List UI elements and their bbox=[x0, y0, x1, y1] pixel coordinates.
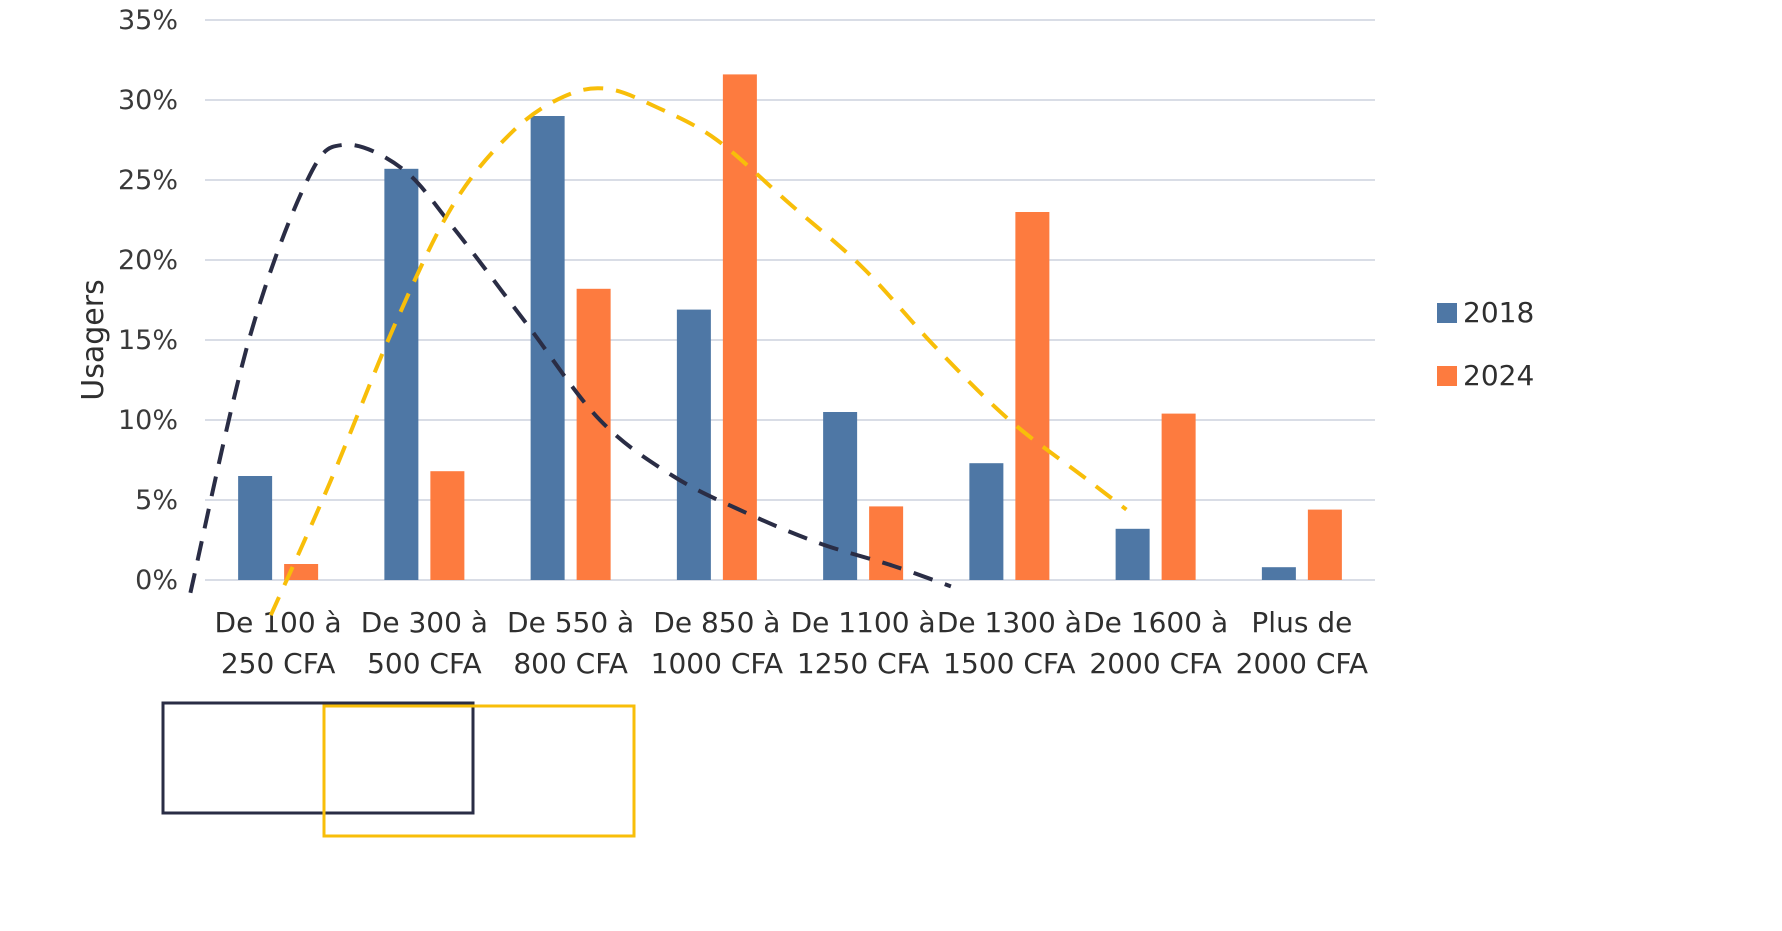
bar-2024-1 bbox=[430, 471, 465, 580]
bar-2018-3 bbox=[676, 309, 711, 580]
x-category-label: 800 CFA bbox=[513, 647, 628, 680]
y-tick-label: 25% bbox=[118, 165, 178, 196]
legend-label-2024: 2024 bbox=[1463, 359, 1534, 392]
x-category-label: 250 CFA bbox=[221, 647, 336, 680]
bar-2024-6 bbox=[1161, 413, 1196, 580]
x-category-label: De 1100 à bbox=[791, 606, 936, 639]
legend-swatch-2024 bbox=[1437, 366, 1457, 386]
y-tick-label: 15% bbox=[118, 325, 178, 356]
bar-2018-5 bbox=[969, 463, 1004, 580]
annotation-boxes bbox=[161, 701, 636, 838]
annotation-curves bbox=[188, 86, 1128, 617]
bar-2018-7 bbox=[1261, 567, 1296, 580]
x-category-label: 2000 CFA bbox=[1236, 647, 1368, 680]
x-category-label: De 550 à bbox=[507, 606, 634, 639]
y-tick-label: 35% bbox=[118, 5, 178, 36]
x-category-label: De 1300 à bbox=[937, 606, 1082, 639]
x-category-label: 1500 CFA bbox=[943, 647, 1075, 680]
x-axis-categories: De 100 à 250 CFA De 300 à 500 CFA De 550 à 80… bbox=[215, 606, 1369, 680]
bar-2024-3 bbox=[722, 74, 757, 581]
bar-2018-1 bbox=[384, 168, 419, 581]
dashed-curve-yellow bbox=[268, 86, 1128, 617]
y-tick-label: 5% bbox=[135, 485, 178, 516]
y-axis-ticks: 0% 5% 10% 15% 20% 25% 30% 35% bbox=[118, 5, 178, 596]
x-category-label: Plus de bbox=[1251, 606, 1352, 639]
bar-2024-5 bbox=[1015, 212, 1050, 580]
x-category-label: 1000 CFA bbox=[651, 647, 783, 680]
y-tick-label: 20% bbox=[118, 245, 178, 276]
dashed-curve-dark bbox=[188, 142, 952, 594]
x-category-label: De 100 à bbox=[215, 606, 342, 639]
bar-2018-0 bbox=[238, 476, 273, 580]
x-category-label: De 850 à bbox=[653, 606, 780, 639]
bar-2018-6 bbox=[1115, 528, 1150, 580]
legend: 2018 2024 bbox=[1437, 296, 1534, 392]
x-category-label: De 300 à bbox=[361, 606, 488, 639]
x-category-label: 1250 CFA bbox=[797, 647, 929, 680]
y-tick-label: 30% bbox=[118, 85, 178, 116]
y-tick-label: 0% bbox=[135, 565, 178, 596]
legend-swatch-2018 bbox=[1437, 303, 1457, 323]
bar-2018-2 bbox=[530, 116, 565, 580]
x-category-label: 500 CFA bbox=[367, 647, 482, 680]
y-axis-title: Usagers bbox=[76, 279, 111, 400]
gridlines bbox=[205, 19, 1375, 581]
bars bbox=[238, 74, 1342, 581]
bar-2024-2 bbox=[576, 288, 611, 580]
x-category-label: De 1600 à bbox=[1083, 606, 1228, 639]
annotation-box-yellow bbox=[322, 704, 636, 838]
legend-label-2018: 2018 bbox=[1463, 296, 1534, 329]
bar-2024-7 bbox=[1307, 509, 1342, 580]
y-tick-label: 10% bbox=[118, 405, 178, 436]
annotation-box-dark bbox=[161, 701, 475, 815]
x-category-label: 2000 CFA bbox=[1089, 647, 1221, 680]
